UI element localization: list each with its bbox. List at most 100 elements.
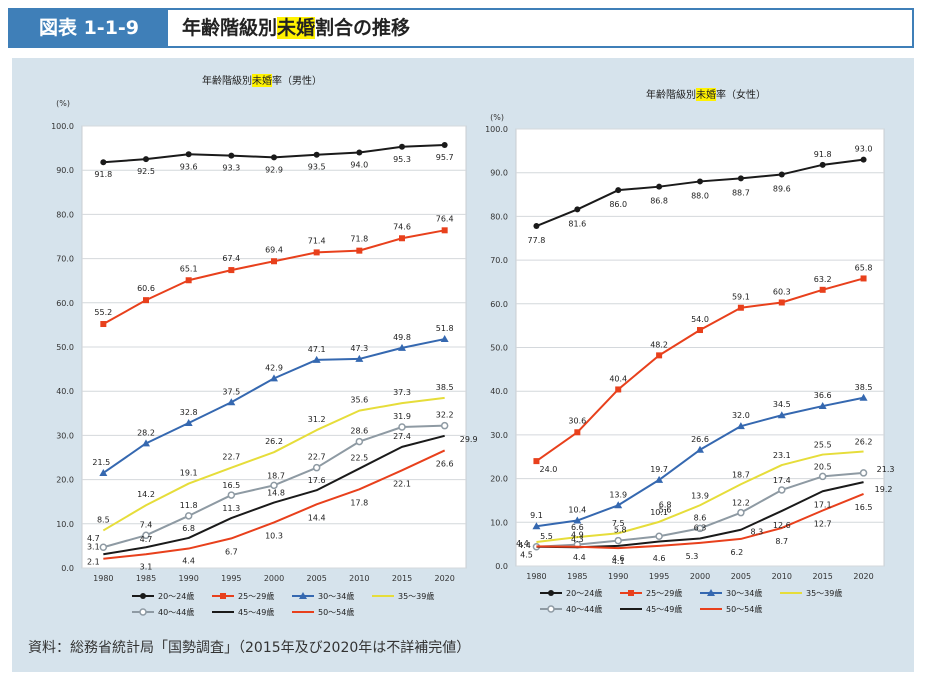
y-tick-label: 70.0	[56, 255, 74, 264]
data-label: 4.6	[612, 554, 625, 563]
data-label: 4.4	[182, 557, 195, 566]
data-point	[573, 516, 582, 524]
data-label: 30.6	[568, 416, 586, 425]
data-label: 10.4	[568, 506, 586, 515]
data-label: 95.7	[436, 153, 454, 162]
y-tick-label: 70.0	[490, 256, 508, 265]
data-point	[697, 178, 703, 185]
data-label: 8.6	[694, 513, 707, 522]
data-label: 29.9	[460, 435, 478, 444]
data-label: 4.3	[571, 535, 584, 544]
data-point	[656, 183, 663, 190]
y-tick-label: 10.0	[490, 518, 508, 527]
data-label: 14.8	[267, 489, 285, 498]
chart-title: 年齢階級別未婚率（女性）	[646, 88, 766, 101]
data-label: 16.5	[222, 481, 240, 490]
data-label: 22.5	[350, 454, 368, 463]
data-label: 5.8	[614, 526, 627, 535]
data-point	[100, 159, 107, 166]
data-point	[355, 354, 364, 362]
chart-title: 年齢階級別未婚率（男性）	[202, 74, 322, 87]
data-point	[271, 258, 277, 265]
data-label: 37.5	[222, 387, 240, 396]
data-label: 27.4	[393, 432, 411, 441]
legend-label: 40～44歳	[158, 607, 194, 617]
data-point	[819, 161, 826, 168]
data-label: 4.4	[518, 541, 531, 550]
legend-label: 30～34歳	[726, 588, 762, 598]
data-label: 31.2	[308, 415, 326, 424]
legend-marker	[299, 592, 307, 599]
chart-title-after: 率（女性）	[716, 88, 766, 101]
data-point	[142, 531, 150, 540]
data-label: 14.4	[308, 513, 326, 522]
chart-title-highlight-bg	[252, 74, 272, 87]
data-point	[398, 423, 406, 431]
data-label: 40.4	[609, 374, 627, 383]
data-point	[184, 419, 193, 427]
data-label: 42.9	[265, 363, 283, 372]
data-label: 65.1	[180, 264, 198, 273]
legend-label: 45～49歳	[238, 607, 274, 617]
data-label: 38.5	[855, 383, 873, 392]
x-tick-label: 2015	[392, 574, 412, 583]
legend-label: 25～29歳	[646, 588, 682, 598]
data-label: 11.3	[222, 504, 240, 513]
data-point	[614, 536, 622, 545]
legend-label: 30～34歳	[318, 591, 354, 601]
data-point	[859, 469, 868, 477]
data-point	[696, 445, 704, 453]
data-label: 17.1	[814, 500, 832, 509]
data-label: 32.2	[436, 411, 454, 420]
data-label: 6.3	[694, 523, 707, 532]
data-point	[184, 512, 193, 520]
data-label: 17.6	[308, 476, 326, 485]
chart-female: 年齢階級別未婚率（女性） (%) 0.0 10.0 20.0 30.0 40.0 50.0 60…	[485, 88, 895, 614]
legend-label: 45～49歳	[646, 604, 682, 614]
y-tick-label: 50.0	[56, 343, 74, 352]
data-label: 24.0	[540, 465, 558, 474]
chart-title-highlight-bg	[696, 88, 716, 101]
series-line	[536, 450, 864, 543]
data-label: 35.6	[350, 396, 368, 405]
y-tick-label: 60.0	[56, 299, 74, 308]
data-label: 86.8	[650, 197, 668, 206]
data-label: 93.3	[222, 164, 240, 173]
chart-title-highlight: 未婚	[252, 74, 272, 87]
data-point	[778, 299, 785, 306]
data-label: 37.3	[393, 388, 411, 397]
data-point	[778, 486, 786, 494]
data-label: 47.1	[308, 345, 326, 354]
data-point	[860, 275, 867, 282]
y-tick-label: 20.0	[490, 475, 508, 484]
data-label: 21.3	[877, 465, 895, 474]
data-label: 94.0	[350, 161, 368, 170]
y-tick-label: 50.0	[490, 344, 508, 353]
data-point	[355, 437, 364, 446]
data-label: 86.0	[609, 200, 627, 209]
x-tick-label: 2000	[690, 572, 710, 581]
data-label: 92.5	[137, 167, 155, 176]
data-label: 55.2	[94, 308, 112, 317]
chart-title-before: 年齢階級別	[646, 88, 696, 101]
data-label: 6.2	[731, 548, 744, 557]
x-tick-label: 1985	[136, 574, 156, 583]
data-label: 5.3	[686, 552, 699, 561]
data-label: 5.5	[540, 532, 553, 541]
y-tick-label: 60.0	[490, 300, 508, 309]
data-point	[356, 149, 363, 156]
data-label: 18.7	[732, 470, 750, 479]
data-label: 31.9	[393, 412, 411, 421]
data-label: 60.3	[773, 287, 791, 296]
chart-male: 年齢階級別未婚率（男性） (%) 0.0 10.0 20.0 30.0 40.0 50.0 60…	[51, 74, 478, 617]
legend-label: 35～39歳	[806, 588, 842, 598]
figure-number: 図表 1-1-9	[10, 10, 168, 46]
data-label: 4.5	[520, 550, 533, 559]
data-point	[399, 143, 405, 150]
data-label: 23.1	[773, 451, 791, 460]
source-note: 資料：総務省統計局「国勢調査」（2015年及び2020年は不詳補完値）	[28, 640, 471, 656]
data-label: 4.6	[653, 554, 666, 563]
data-point	[441, 227, 448, 234]
data-label: 6.6	[571, 523, 584, 532]
y-tick-label: 80.0	[56, 210, 74, 219]
